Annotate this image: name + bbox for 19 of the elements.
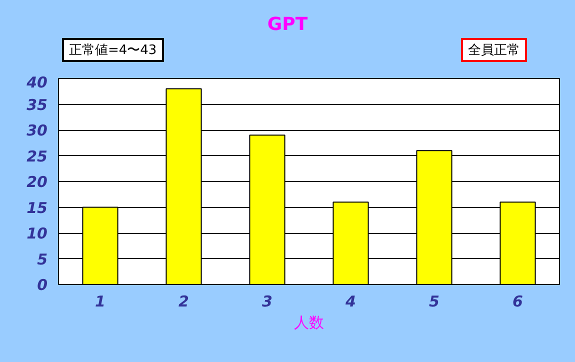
y-tick-label: 10	[26, 224, 48, 242]
x-tick-label: 4	[344, 292, 356, 310]
x-tick-label: 6	[512, 292, 523, 310]
x-tick-label: 2	[178, 292, 189, 310]
y-tick-label: 25	[26, 147, 48, 166]
y-tick-label: 30	[26, 122, 48, 140]
text: 正常値=4〜43	[62, 38, 164, 62]
y-tick-label: 5	[37, 250, 48, 268]
y-tick-label: 15	[26, 198, 48, 217]
x-tick-label: 1	[95, 292, 106, 310]
x-axis-title: 人数	[294, 314, 324, 332]
text: 全員正常	[461, 38, 527, 62]
x-tick-label: 5	[429, 292, 440, 310]
y-tick-label: 20	[26, 173, 48, 191]
y-tick-label: 40	[26, 74, 48, 92]
x-tick-label: 3	[262, 292, 272, 310]
chart-title: GPT	[266, 14, 309, 35]
y-tick-label: 0	[37, 276, 48, 294]
y-tick-label: 35	[26, 96, 48, 114]
